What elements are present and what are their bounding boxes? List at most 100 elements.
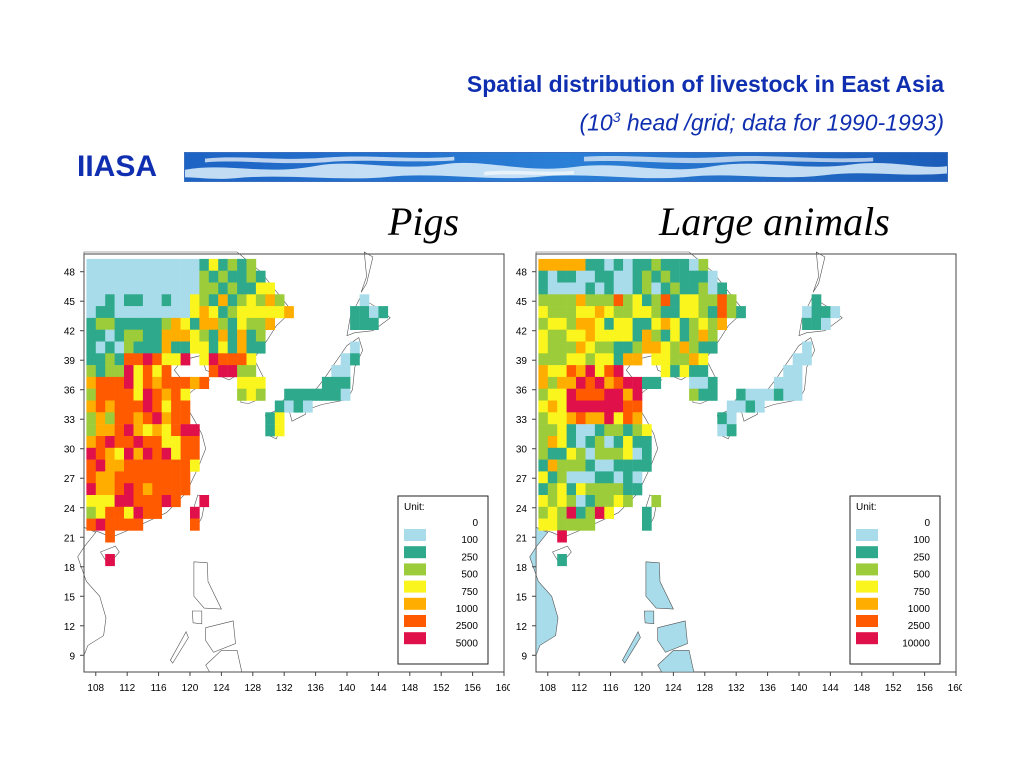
grid-cell [331, 388, 341, 401]
grid-cell [660, 329, 671, 342]
grid-cell [689, 294, 699, 307]
grid-cell [208, 258, 219, 271]
grid-cell [679, 306, 690, 319]
grid-cell [190, 270, 200, 283]
grid-cell [623, 424, 633, 437]
grid-cell [86, 270, 97, 283]
grid-cell [180, 270, 191, 283]
grid-cell [105, 341, 115, 354]
grid-cell [124, 447, 134, 460]
grid-cell [585, 518, 596, 531]
grid-cell [576, 294, 586, 307]
grid-cell [623, 400, 633, 413]
grid-cell [670, 258, 680, 271]
grid-cell [679, 270, 690, 283]
grid-cell [124, 388, 134, 401]
grid-cell [538, 353, 549, 366]
grid-cell [651, 329, 662, 342]
grid-cell [114, 447, 125, 460]
grid-cell [689, 270, 699, 283]
grid-cell [114, 341, 125, 354]
grid-cell [698, 376, 709, 389]
grid-cell [576, 471, 586, 484]
page-subtitle: (103 head /grid; data for 1990-1993) [300, 103, 944, 137]
grid-cell [585, 282, 596, 295]
grid-cell [679, 317, 690, 330]
grid-cell [171, 341, 181, 354]
grid-cell [670, 294, 680, 307]
grid-cell [585, 270, 596, 283]
grid-cell [623, 447, 633, 460]
grid-cell [566, 495, 577, 508]
grid-cell [161, 447, 172, 460]
grid-cell [792, 365, 803, 378]
grid-cell [171, 329, 181, 342]
grid-cell [95, 388, 106, 401]
grid-cell [199, 258, 210, 271]
grid-cell [670, 365, 680, 378]
grid-cell [594, 258, 605, 271]
grid-cell [237, 258, 247, 271]
grid-cell [689, 282, 699, 295]
grid-cell [86, 258, 97, 271]
grid-cell [755, 400, 765, 413]
grid-cell [246, 306, 257, 319]
lon-tick-label: 116 [151, 683, 167, 694]
grid-cell [547, 376, 558, 389]
grid-cell [651, 317, 662, 330]
legend-swatch [404, 597, 426, 610]
grid-cell [124, 459, 134, 472]
grid-cell [613, 294, 624, 307]
grid-cell [547, 341, 558, 354]
grid-cell [604, 400, 614, 413]
grid-cell [613, 412, 624, 425]
grid-cell [95, 518, 106, 531]
grid-cell [604, 317, 614, 330]
grid-cell [331, 376, 341, 389]
grid-cell [105, 329, 115, 342]
grid-cell [679, 258, 690, 271]
grid-cell [802, 317, 812, 330]
grid-cell [613, 471, 624, 484]
grid-cell [95, 436, 106, 449]
grid-cell [265, 294, 275, 307]
grid-cell [114, 317, 125, 330]
grid-cell [679, 353, 690, 366]
grid-cell [566, 282, 577, 295]
grid-cell [152, 400, 162, 413]
grid-cell [95, 483, 106, 496]
grid-cell [105, 270, 115, 283]
grid-cell [114, 294, 125, 307]
grid-cell [133, 282, 144, 295]
grid-cell [594, 424, 605, 437]
legend-label: 10000 [902, 638, 930, 649]
coastline-palawan [170, 630, 189, 664]
grid-cell [293, 388, 304, 401]
grid-cell [208, 282, 219, 295]
grid-cell [604, 483, 614, 496]
grid-cell [538, 388, 549, 401]
legend-swatch [404, 615, 426, 627]
grid-cell [265, 306, 275, 319]
grid-cell [161, 294, 172, 307]
grid-cell [142, 294, 153, 307]
grid-cell [171, 483, 181, 496]
legend-swatch [856, 597, 878, 610]
grid-cell [566, 436, 577, 449]
grid-cell [651, 258, 662, 271]
grid-cell [576, 329, 586, 342]
grid-cell [133, 376, 144, 389]
grid-cell [632, 436, 643, 449]
grid-cell [180, 424, 191, 437]
grid-cell [698, 258, 709, 271]
grid-cell [557, 365, 567, 378]
lon-tick-label: 124 [665, 683, 682, 694]
grid-cell [218, 365, 228, 378]
grid-cell [547, 294, 558, 307]
grid-cell [171, 436, 181, 449]
grid-cell [566, 376, 577, 389]
grid-cell [208, 306, 219, 319]
lat-tick-label: 45 [64, 297, 76, 308]
grid-cell [566, 341, 577, 354]
grid-cell [124, 495, 134, 508]
